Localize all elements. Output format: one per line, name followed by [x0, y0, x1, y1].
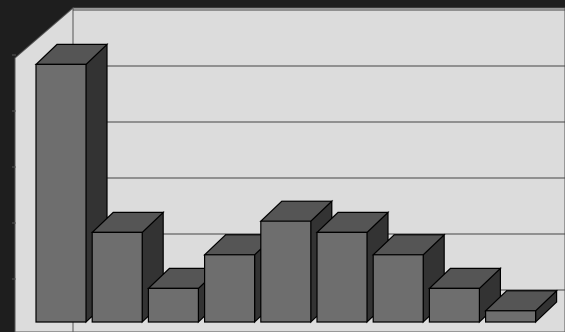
bar-front	[316, 231, 368, 323]
bar	[484, 289, 559, 324]
bar-front	[35, 63, 87, 323]
bar	[371, 233, 446, 324]
bar-front	[372, 254, 424, 323]
bar	[90, 210, 165, 324]
bar-front	[91, 231, 143, 323]
bar	[259, 199, 334, 324]
bar-front	[147, 287, 199, 323]
bar-front	[260, 220, 312, 323]
bar	[427, 266, 502, 324]
bar-front	[485, 310, 537, 323]
bar-front	[428, 287, 480, 323]
bar-front	[204, 254, 256, 323]
